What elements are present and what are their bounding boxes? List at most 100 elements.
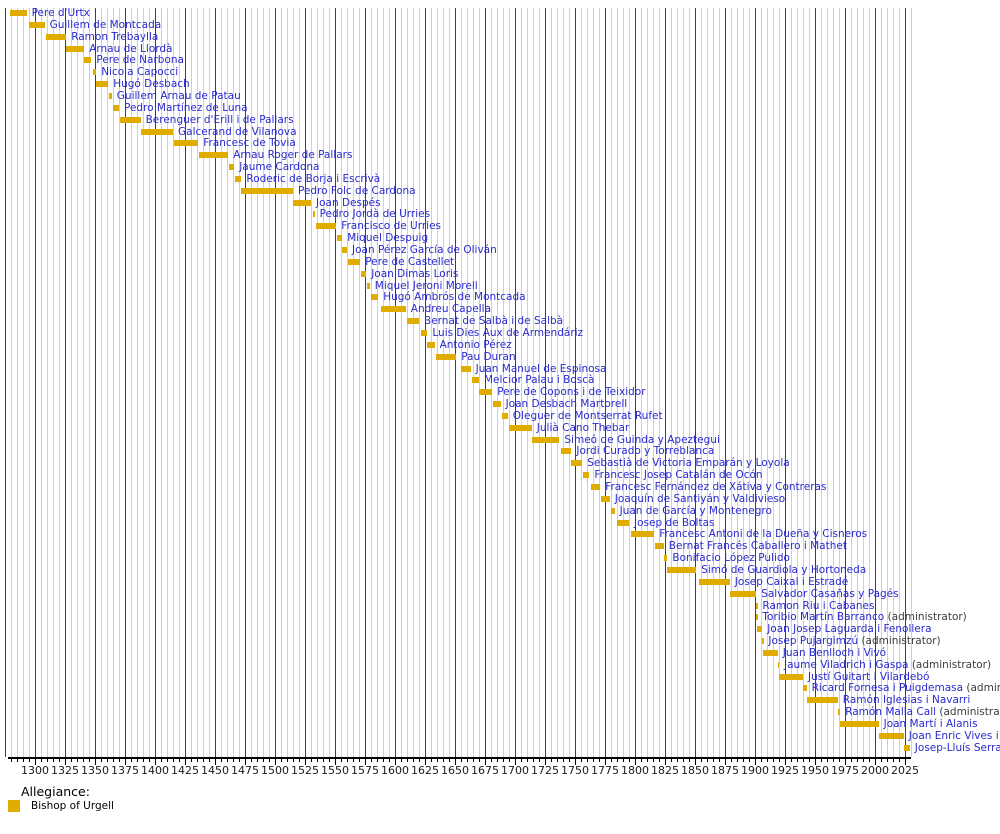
bishop-name-link[interactable]: Simeó de Guinda y Apeztegui [564,434,719,446]
bishop-name-link[interactable]: Ramón Malla Call (administrator) [845,706,1000,718]
bishop-name-link[interactable]: Antonio Pérez [440,339,512,351]
bishop-name-link[interactable]: Ramon Trebaylla [71,31,158,43]
tenure-bar [435,353,457,360]
bishop-name-link[interactable]: Bonifacio López Pulido [672,552,790,564]
bishop-name-link[interactable]: Jaume Viladrich i Gaspa (administrator) [784,659,991,671]
bishop-name-link[interactable]: Pedro Folc de Cardona [298,185,416,197]
bishop-name-link[interactable]: Roderic de Borja i Escrivà [246,173,380,185]
bishop-name-link[interactable]: Galcerand de Vilanova [178,126,297,138]
gridline-minor [131,8,132,757]
bishop-name-link[interactable]: Arnau de Llordà [89,43,172,55]
tenure-bar [293,199,311,206]
bishop-name-link[interactable]: Hugó Ambrós de Montcada [383,291,525,303]
bishop-name-link[interactable]: Ricard Fornesa i Puigdemasa (administrat… [812,682,1000,694]
bishop-name-link[interactable]: Pedro Martínez de Luna [124,102,248,114]
gridline-major [905,8,906,757]
bishop-name-link[interactable]: Francisco de Urries [341,220,441,232]
axis-tick [89,759,90,762]
gridline-major [635,8,636,757]
bishop-name-link[interactable]: Sebastià de Victoria Emparán y Loyola [587,457,790,469]
bishop-name-link[interactable]: Josep Caixal i Estradé [735,576,848,588]
bishop-name-link[interactable]: Joan Despés [316,197,381,209]
bishop-name-link[interactable]: Guillem de Montcada [50,19,162,31]
tenure-bar [45,33,67,40]
bishop-name-link[interactable]: Josep Pujargimzú (administrator) [768,635,940,647]
bishop-name-link[interactable]: Ramón Iglesias i Navarri [843,694,970,706]
bishop-name-link[interactable]: Pere de Copons i de Teixidor [497,386,645,398]
bishop-name-link[interactable]: Miquel Jeroni Morell [375,280,478,292]
axis-tick [449,759,450,762]
bishop-name-link[interactable]: Joan Enric Vives i Sicília [909,730,1000,742]
gridline-minor [317,8,318,757]
bishop-name-link[interactable]: Salvador Casañas y Pagés [761,588,898,600]
tenure-bar [803,685,807,692]
axis-tick [377,759,378,762]
bishop-name: Josep Caixal i Estradé [734,575,849,588]
bishop-name-link[interactable]: Joan Desbach Martorell [506,398,628,410]
bishop-name-link[interactable]: Julià Cano Thebar [537,422,630,434]
bishop-name-link[interactable]: Joan Dimas Loris [371,268,458,280]
gridline-minor [641,8,642,757]
gridline-minor [743,8,744,757]
gridline-minor [149,8,150,757]
bishop-name-link[interactable]: Andreu Capella [411,303,491,315]
bishop-name-link[interactable]: Jaume Cardona [239,161,319,173]
tenure-bar [367,282,370,289]
bishop-name-link[interactable]: Nicola Capocci [101,66,178,78]
gridline-minor [113,8,114,757]
bishop-name-link[interactable]: Arnau Roger de Pallars [233,149,352,161]
gridline-minor [839,8,840,757]
bishop-name-link[interactable]: Francesc Antoni de la Dueña y Cisneros [659,528,867,540]
tenure-bar [199,152,229,159]
gridline-major [875,8,876,757]
bishop-name-link[interactable]: Justí Guitart i Vilardebó [808,671,929,683]
bishop-name-link[interactable]: Francesc de Tovia [203,137,296,149]
bishop-name-link[interactable]: Miquel Despuig [347,232,428,244]
bishop-name-link[interactable]: Pedro Jordà de Urries [320,208,430,220]
bishop-name-link[interactable]: Joan Pérez García de Oliván [352,244,497,256]
bishop-name: Oleguer de Montserrat Rufet [512,409,663,422]
bishop-name-link[interactable]: Pere d'Urtx [32,7,90,19]
axis-tick [353,759,354,762]
axis-tick-label: 1750 [561,764,589,777]
bishop-name-link[interactable]: Bernat Francés Caballero i Mathet [669,540,847,552]
gridline-minor [713,8,714,757]
bishop-name-link[interactable]: Juan Manuel de Espinosa [476,363,607,375]
bishop-name-link[interactable]: Josep-Lluís Serrano Pentinat [915,742,1000,754]
bishop-name-link[interactable]: Toribio Martín Barranco (administrator) [762,611,966,623]
bishop-name-link[interactable]: Francesc Josep Catalán de Ocón [594,469,762,481]
gridline-minor [833,8,834,757]
bishop-name-link[interactable]: Guillem Arnau de Patau [117,90,241,102]
gridline-minor [773,8,774,757]
axis-tick [407,759,408,762]
bishop-name-link[interactable]: Joaquín de Santiyán y Valdivieso [615,493,785,505]
bishop-name-link[interactable]: Simó de Guardiola y Hortoneda [701,564,866,576]
axis-tick [593,759,594,762]
tenure-bar [380,306,406,313]
bishop-name: Joan Desbach Martorell [505,398,628,411]
bishop-name-link[interactable]: Melcior Palau i Boscà [484,374,594,386]
bishop-name-link[interactable]: Bernat de Salbà i de Salbà [424,315,563,327]
bishop-name-link[interactable]: Pere de Narbona [96,54,184,66]
bishop-name-link[interactable]: Josep de Boltas [634,517,714,529]
bishop-name-link[interactable]: Pere de Castellet [365,256,454,268]
bishop-name-link[interactable]: Ramon Riu i Cabanes [762,600,874,612]
axis-tick [749,759,750,762]
legend-color-swatch [8,800,20,812]
bishop-name-link[interactable]: Juan de García y Montenegro [620,505,772,517]
bishop-name-link[interactable]: Jordi Curado y Torreblanca [576,445,714,457]
axis-tick-label: 1800 [621,764,649,777]
gridline-minor [779,8,780,757]
bishop-name-link[interactable]: Francesc Fernández de Xátiva y Contreras [605,481,826,493]
gridline-minor [647,8,648,757]
bishop-name-link[interactable]: Berenguer d'Erill i de Pallars [146,114,294,126]
bishop-name-link[interactable]: Pau Duran [461,351,515,363]
bishop-name-link[interactable]: Hugó Desbach [113,78,190,90]
axis-tick [293,759,294,762]
bishop-name-link[interactable]: Joan Josep Laguarda i Fenollera [767,623,931,635]
bishop-name-link[interactable]: Oleguer de Montserrat Rufet [513,410,663,422]
bishop-name-link[interactable]: Joan Martí i Alanis [884,718,978,730]
gridline-major [725,8,726,757]
bishop-name-link[interactable]: Juan Benlloch i Vivó [783,647,886,659]
bishop-name-link[interactable]: Luis Dies Aux de Armendáriz [432,327,583,339]
